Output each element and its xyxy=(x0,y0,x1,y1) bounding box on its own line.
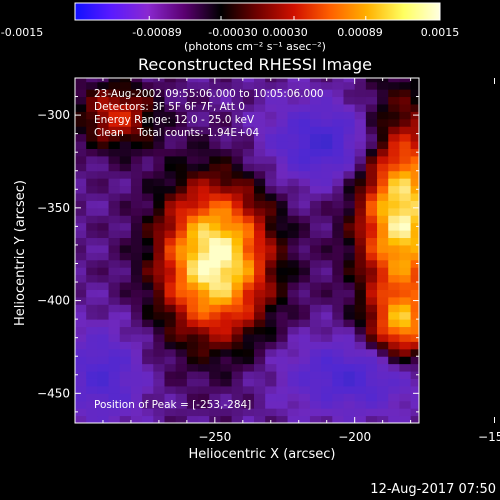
chart-title: Reconstructed RHESSI Image xyxy=(138,55,372,74)
colorbar-tick-label: 0.00030 xyxy=(262,26,308,39)
colorbar xyxy=(74,2,441,21)
y-tick-label: −450 xyxy=(37,386,70,400)
y-tick-label: −300 xyxy=(37,108,70,122)
x-tick-label: −150 xyxy=(478,430,500,444)
colorbar-ticks: -0.0015 -0.00089 -0.00030 0.00030 0.00089 0.0… xyxy=(1,16,459,39)
annotation-clean: Clean Total counts: 1.94E+04 xyxy=(94,127,259,139)
plot-frame xyxy=(74,77,420,424)
y-tick-label: −400 xyxy=(37,294,70,308)
x-axis-label: Heliocentric X (arcsec) xyxy=(189,447,336,462)
y-tick-label: −350 xyxy=(37,201,70,215)
colorbar-tick-label: 0.00089 xyxy=(337,26,383,39)
colorbar-tick-label: -0.00030 xyxy=(208,26,257,39)
annotation-time: 23-Aug-2002 09:55:06.000 to 10:05:06.000 xyxy=(94,88,324,100)
colorbar-tick-label: 0.0015 xyxy=(421,26,460,39)
annotation-energy: Energy Range: 12.0 - 25.0 keV xyxy=(94,114,255,126)
axis-ticks: −250 −200 −150 −300 −350 −400 −450 xyxy=(37,78,500,444)
colorbar-tick-label: -0.0015 xyxy=(1,26,43,39)
annotation-detectors: Detectors: 3F 5F 6F 7F, Att 0 xyxy=(94,101,245,113)
x-tick-label: −250 xyxy=(198,430,231,444)
heatmap-image xyxy=(75,78,419,423)
colorbar-unit-label: (photons cm⁻² s⁻¹ asec⁻²) xyxy=(184,40,326,53)
y-axis-label: Heliocentric Y (arcsec) xyxy=(13,180,28,326)
timestamp: 12-Aug-2017 07:50 xyxy=(370,482,496,497)
colorbar-tick-label: -0.00089 xyxy=(132,26,181,39)
x-tick-label: −200 xyxy=(338,430,371,444)
peak-position-label: Position of Peak = [-253,-284] xyxy=(94,399,251,411)
